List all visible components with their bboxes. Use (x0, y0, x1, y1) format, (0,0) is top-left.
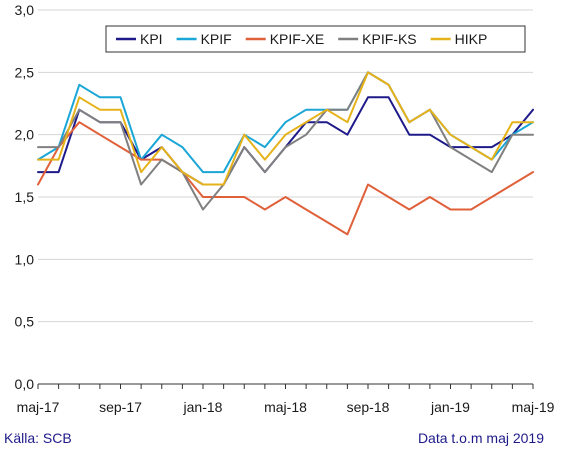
x-tick-label: jan-18 (183, 399, 223, 415)
series-lines (37, 71, 534, 236)
source-note: Källa: SCB (4, 430, 72, 446)
series-line-kpif-ks (37, 71, 534, 211)
x-tick-label: maj-18 (264, 399, 307, 415)
y-tick-label: 3,0 (15, 2, 35, 18)
x-tick-label: maj-19 (512, 399, 555, 415)
legend-box (105, 25, 526, 53)
x-tick-label: jan-19 (430, 399, 470, 415)
legend-label-kpif: KPIF (201, 31, 232, 47)
y-tick-label: 0,5 (15, 314, 35, 330)
series-line-kpif-xe (37, 121, 534, 236)
y-tick-label: 2,5 (15, 64, 35, 80)
data-period-note: Data t.o.m maj 2019 (417, 430, 544, 446)
y-tick-label: 0,0 (15, 376, 35, 392)
x-axis: maj-17 sep-17 jan-18 maj-18 sep-18 jan-19 maj-… (17, 383, 555, 415)
legend: KPI KPIF KPIF-XE KPIF-KS HIKP (105, 25, 526, 53)
x-tick-label: maj-17 (17, 399, 60, 415)
x-tick-label: sep-17 (99, 399, 142, 415)
y-tick-label: 2,0 (15, 127, 35, 143)
y-axis-ticks: 0,0 0,5 1,0 1,5 2,0 2,5 3,0 (15, 2, 35, 392)
series-line-hikp (37, 71, 534, 186)
legend-label-kpif-ks: KPIF-KS (362, 31, 416, 47)
x-tick-label: sep-18 (347, 399, 390, 415)
legend-label-hikp: HIKP (455, 31, 488, 47)
legend-label-kpi: KPI (140, 31, 163, 47)
line-chart: 0,0 0,5 1,0 1,5 2,0 2,5 3,0 maj-17 sep-17 jan-18… (15, 2, 555, 415)
gridlines (38, 9, 533, 323)
legend-label-kpif-xe: KPIF-XE (270, 31, 324, 47)
y-tick-label: 1,0 (15, 251, 35, 267)
y-tick-label: 1,5 (15, 189, 35, 205)
